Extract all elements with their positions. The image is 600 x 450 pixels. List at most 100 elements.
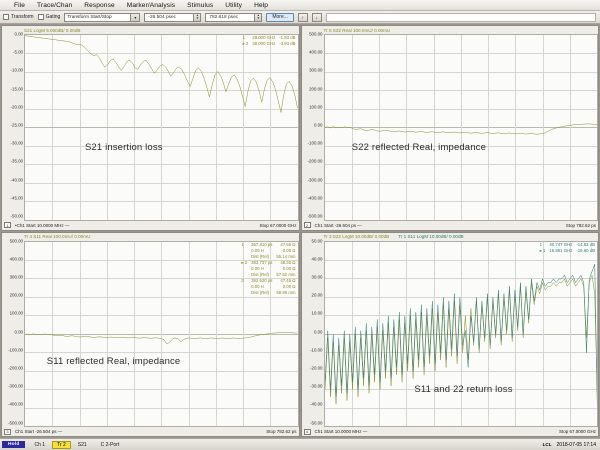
spinner-down-icon[interactable]: ▼ <box>256 16 260 20</box>
marker-y-value: 58.86 mm <box>276 289 296 295</box>
panel4-x-start: Ch1 Start 10.0000 MHz — <box>314 429 368 434</box>
marker-number: ▸ 1 <box>539 247 546 253</box>
panel4-plot-area: 50.00 40.00 30.00 20.00 10.00 0.00 -10.0… <box>301 238 598 427</box>
panel4-trace-label-0[interactable]: Tr 3 S22 LogM 10.00dB/ 0.00dB <box>323 234 390 239</box>
transform-start-input[interactable]: -26.504 psec ▲ ▼ <box>144 12 202 22</box>
panel4-ytick-4: 10.00 <box>311 310 323 316</box>
panel1-ytick-9: -45.00 <box>10 195 23 201</box>
transform-stop-input[interactable]: 782.618 psec ▲ ▼ <box>205 12 263 22</box>
panel1-trace-svg <box>25 35 298 220</box>
gridline-vertical <box>488 35 489 220</box>
panel2-x-axis: 2 Ch1 Start -26.504 ps — Stop 782.62 ps <box>301 220 598 230</box>
up-arrow-icon[interactable]: ↑ <box>297 12 308 22</box>
transform-stop-value: 782.618 psec <box>209 14 239 20</box>
status-hold-badge[interactable]: Hold <box>2 441 26 448</box>
panel3-trace-label-0[interactable]: Tr 4 S11 Real 100.0mU/ 0.00mU <box>24 234 91 239</box>
menu-item-marker-analysis[interactable]: Marker/Analysis <box>126 1 176 9</box>
panel2-trace-svg <box>325 35 598 220</box>
more-button[interactable]: More... <box>266 12 294 22</box>
panel3-x-axis: 3 Ch1 Start -26.504 ps — Stop 782.62 ps <box>2 427 299 436</box>
marker-y-value: 0.00 Ω <box>282 265 296 271</box>
marker-x-value: 28.000 GHz <box>252 35 276 40</box>
spinner-down-icon[interactable]: ▼ <box>195 16 199 20</box>
panel3-ytick-2: 300.00 <box>9 274 23 280</box>
gating-checkbox[interactable]: Gating <box>37 14 60 20</box>
marker-y-value: 0.00 Ω <box>282 247 296 253</box>
marker-y-value: -3.93 dB <box>279 41 296 46</box>
status-right-group: LCL 2018-07-05 17:14 <box>543 442 600 448</box>
transform-mode-select[interactable]: Transform Start/Stop ▾ <box>64 12 141 22</box>
marker-x-value: 0.00 H <box>251 283 264 289</box>
checkbox-box-gating[interactable] <box>37 14 44 20</box>
marker-x-value: 392.620 ps <box>251 277 273 283</box>
marker-x-value: 16.951 GHz <box>549 247 573 253</box>
panel1-overlay-label: S21 insertion loss <box>84 142 163 153</box>
panel4-x-stop: Stop 67.0000 GHz <box>558 429 596 434</box>
menu-item-stimulus[interactable]: Stimulus <box>187 1 214 9</box>
panel2-trace-label-0[interactable]: Tr 5 S22 Real 100.0mU/ 0.00mU <box>323 27 391 33</box>
trace-line <box>325 124 598 134</box>
panel3-plot[interactable]: 1 367.810 ps 47.58 Ω 0.00 H 0.00 Ω Dist (Rel)… <box>24 240 299 427</box>
status-trace[interactable]: Tr 2 <box>52 440 71 449</box>
panel3-ytick-6: -100.00 <box>8 347 23 353</box>
marker-y-value: 0.00 Ω <box>282 283 296 289</box>
menu-item-file[interactable]: File <box>14 1 26 9</box>
transform-stop-stepper[interactable]: ▲ ▼ <box>254 12 262 21</box>
panel4-ytick-7: -20.00 <box>310 365 323 371</box>
panel-s11-s22-return-loss[interactable]: Tr 3 S22 LogM 10.00dB/ 0.00dB Tr 1 S11 L… <box>300 231 599 437</box>
transform-checkbox[interactable]: Transform <box>3 14 34 20</box>
panel3-trace-labels: Tr 4 S11 Real 100.0mU/ 0.00mU <box>2 232 299 241</box>
status-lcl-badge[interactable]: LCL <box>542 442 552 447</box>
panel4-trace-labels: Tr 3 S22 LogM 10.00dB/ 0.00dB Tr 1 S11 L… <box>301 232 598 241</box>
marker-y-value: 47.46 Ω <box>280 277 296 283</box>
gridline-vertical <box>188 241 190 426</box>
panel-s21-insertion-loss[interactable]: S21 LogM 5.000dB/ 0.00dB 0.00 -5.00 -10.… <box>1 25 300 231</box>
panel3-overlay-label: S11 reflected Real, impedance <box>46 355 181 367</box>
panel1-trace-label-0[interactable]: S21 LogM 5.000dB/ 0.00dB <box>24 27 81 33</box>
panel-s11-reflected-real[interactable]: Tr 4 S11 Real 100.0mU/ 0.00mU 500.00 400… <box>1 231 300 437</box>
status-cal[interactable]: C 2-Port <box>100 441 120 448</box>
spinner-up-icon[interactable]: ▲ <box>195 12 199 17</box>
toolbar-filler <box>325 12 596 22</box>
panel1-window-number[interactable]: 1 <box>4 222 11 228</box>
panel-s22-reflected-real[interactable]: Tr 5 S22 Real 100.0mU/ 0.00mU 500.00 400… <box>300 25 599 231</box>
transform-mode-value: Transform Start/Stop <box>67 14 112 20</box>
status-datetime: 2018-07-05 17:14 <box>556 441 596 448</box>
chevron-down-icon[interactable]: ▾ <box>130 13 140 21</box>
panel3-trace-svg <box>25 242 298 427</box>
checkbox-box-transform[interactable] <box>3 14 9 20</box>
panel1-ytick-1: -5.00 <box>12 49 23 55</box>
marker-number <box>239 290 249 296</box>
panel1-ytick-6: -30.00 <box>10 140 23 146</box>
panel1-plot[interactable]: 1 28.000 GHz -1.83 dB ▸ 2 38.000 GHz -3.93 dB… <box>24 34 299 221</box>
menu-item-utility[interactable]: Utility <box>225 1 243 9</box>
transform-start-stepper[interactable]: ▲ ▼ <box>193 12 201 21</box>
panel4-plot[interactable]: 1 40.747 GHz -14.83 dB ▸ 1 16.951 GHz -18.60 … <box>323 240 598 427</box>
panel1-x-stop: Stop 67.0000 GHz <box>259 222 297 228</box>
gridline-horizontal <box>25 145 298 147</box>
trace-line <box>25 36 298 113</box>
gridline-vertical <box>188 35 190 220</box>
down-arrow-icon[interactable]: ↓ <box>311 12 322 22</box>
panel2-window-number[interactable]: 2 <box>303 222 311 228</box>
marker-y-value: 48.30 Ω <box>280 259 296 265</box>
gridline-vertical <box>515 35 517 220</box>
panel3-ytick-3: 200.00 <box>9 292 23 298</box>
menu-item-response[interactable]: Response <box>84 1 115 9</box>
panel1-ytick-7: -35.00 <box>10 158 23 164</box>
panel4-ytick-9: -40.00 <box>310 401 323 407</box>
status-parameter[interactable]: S21 <box>77 441 87 448</box>
marker-y-value: 55.14 mm <box>276 253 296 259</box>
panel2-x-stop: Stop 782.62 ps <box>565 222 596 228</box>
menu-item-trace-chan[interactable]: Trace/Chan <box>37 1 73 9</box>
spinner-up-icon[interactable]: ▲ <box>256 12 260 17</box>
panel2-ytick-1: 400.00 <box>309 49 323 55</box>
panel3-window-number[interactable]: 3 <box>4 428 11 435</box>
menu-item-help[interactable]: Help <box>254 1 269 9</box>
panel3-ytick-1: 400.00 <box>9 256 23 262</box>
panel4-window-number[interactable]: 4 <box>303 428 311 435</box>
gridline-horizontal <box>324 201 597 203</box>
status-channel[interactable]: Ch 1 <box>34 441 46 448</box>
panel2-plot[interactable]: S22 reflected Real, impedance <box>323 34 598 221</box>
panel4-trace-label-1[interactable]: Tr 1 S11 LogM 10.00dB/ 0.00dB <box>398 234 464 239</box>
